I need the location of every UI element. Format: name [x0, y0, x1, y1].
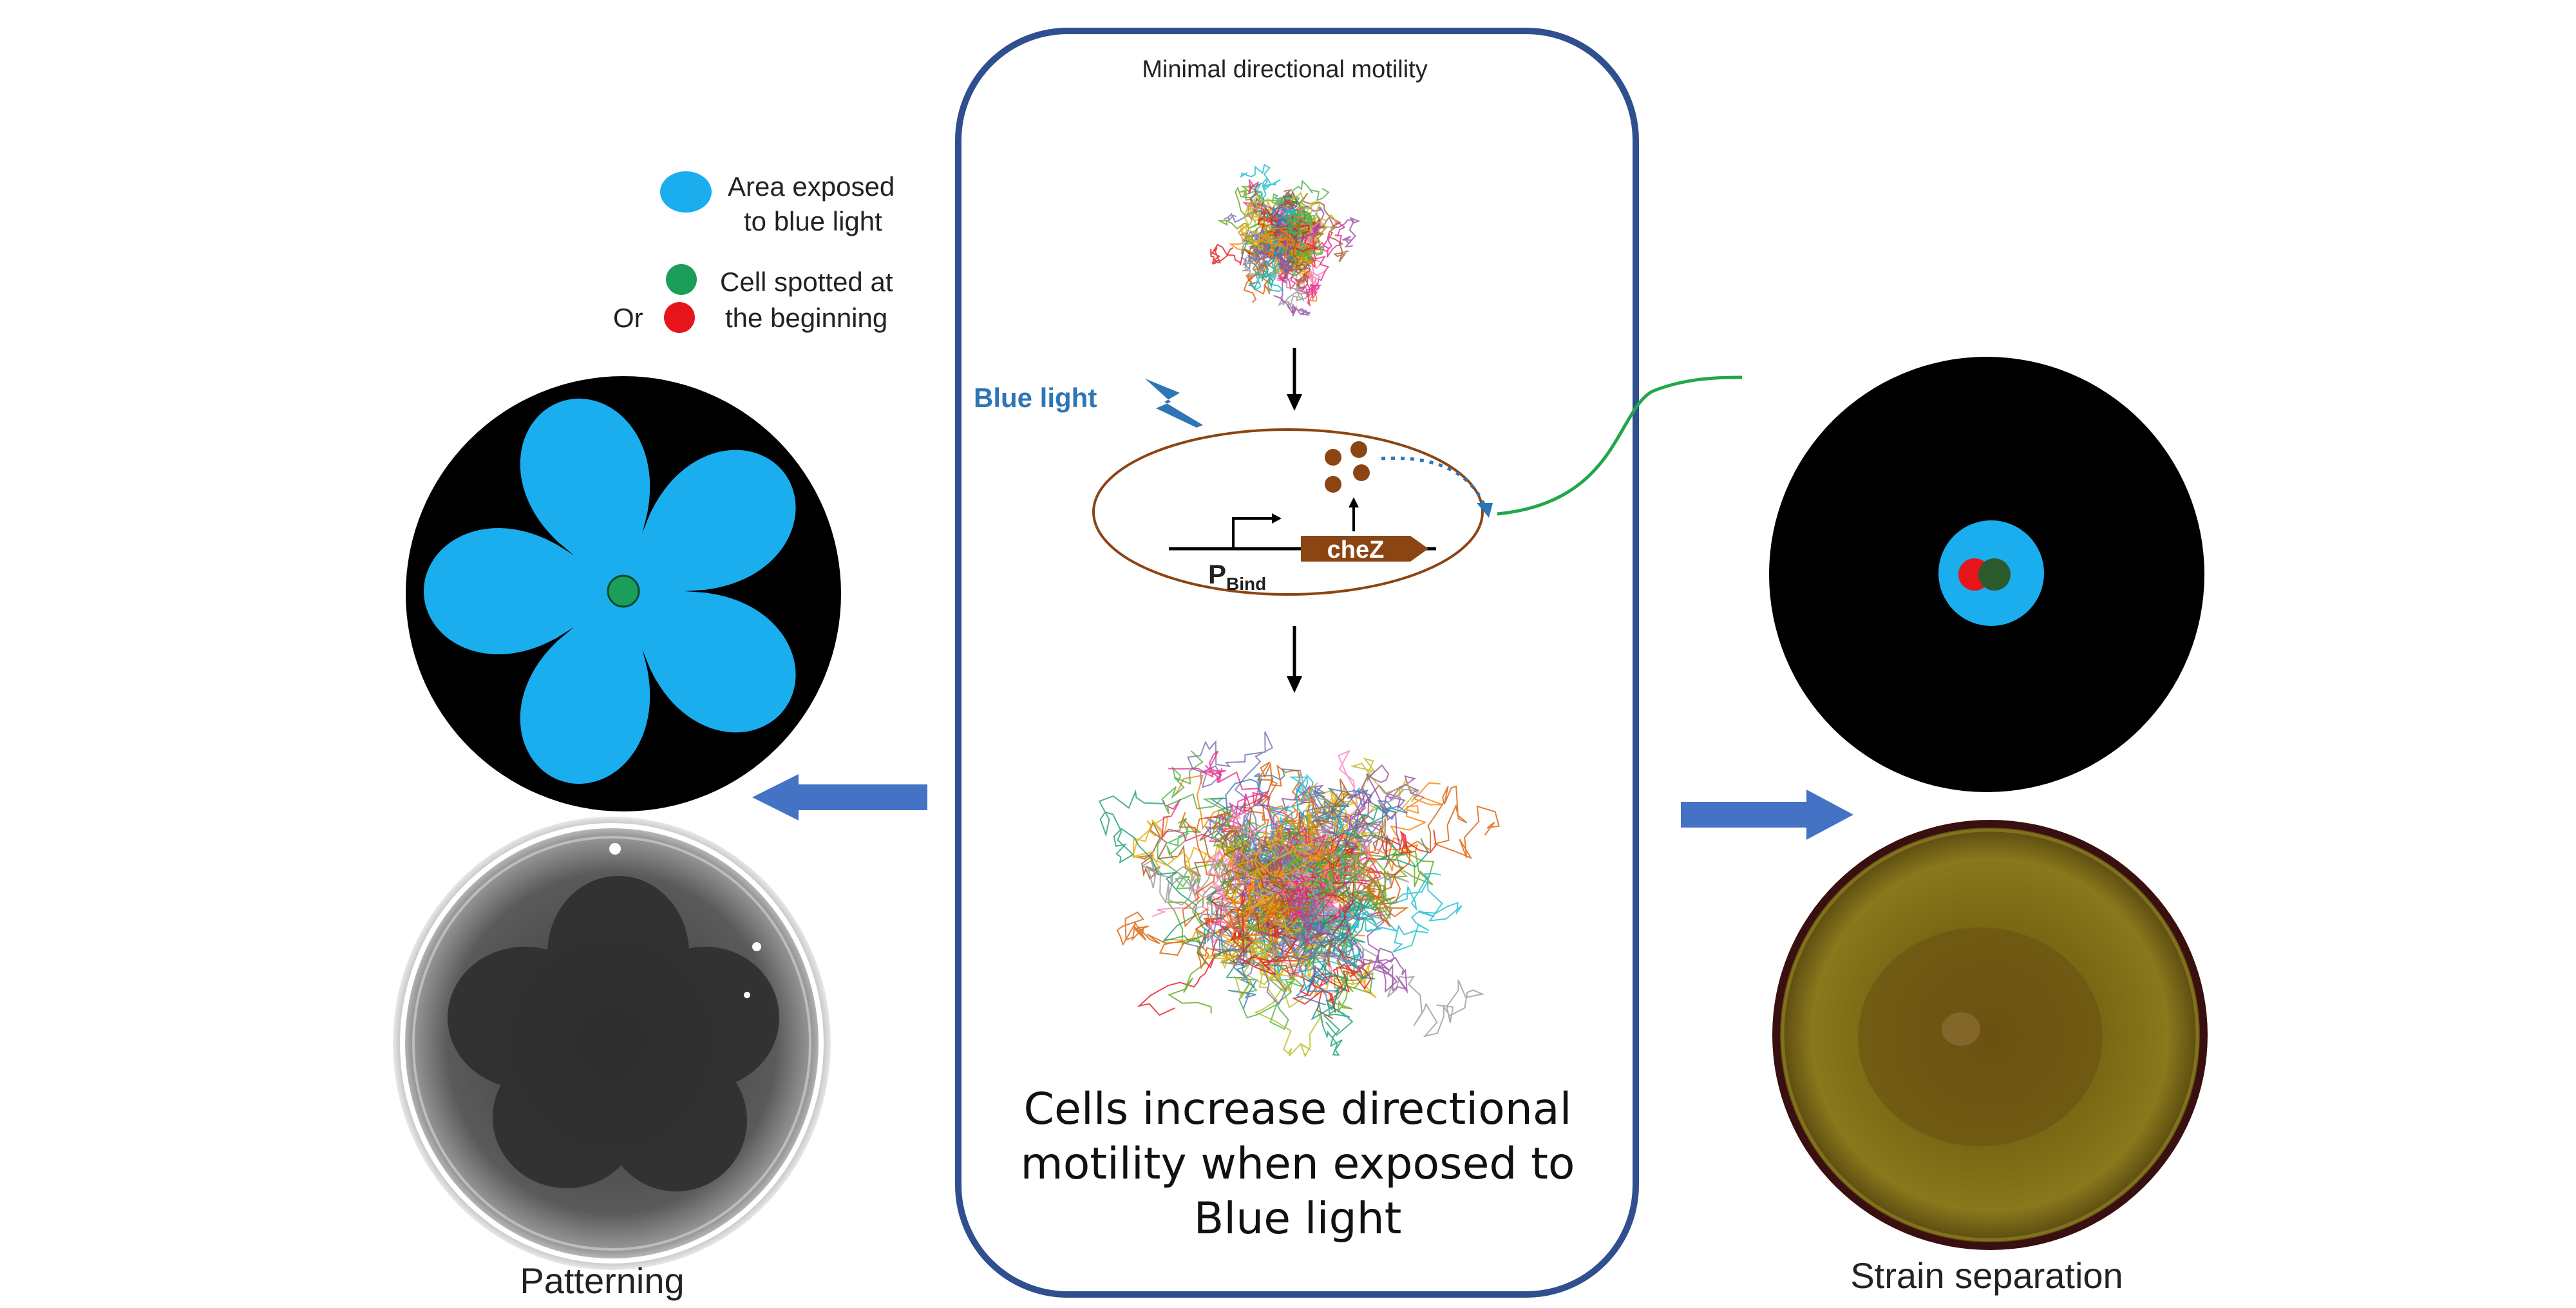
- cell-trajectory: [1271, 206, 1295, 247]
- cell-trajectory: [1098, 789, 1265, 959]
- cell-schematic: cheZ PBind: [1092, 428, 1493, 596]
- center-panel-border: [955, 28, 1639, 1298]
- legend-green-cell-swatch: [666, 264, 697, 295]
- blue-light-label: Blue light: [974, 383, 1097, 413]
- cell-trajectory: [1151, 849, 1255, 944]
- cell-trajectory: [1161, 750, 1308, 857]
- cell-trajectory: [1132, 815, 1274, 896]
- chez-protein: [1353, 464, 1370, 481]
- arrow-to-strain-separation: [1681, 790, 1853, 840]
- cell-trajectory: [1285, 851, 1391, 920]
- patterning-plate-photo: [393, 817, 831, 1270]
- cell-trajectory: [1236, 782, 1321, 909]
- cell-trajectory: [1273, 772, 1420, 869]
- center-caption-line1: Cells increase directional: [1024, 1084, 1572, 1135]
- chez-protein: [1325, 476, 1341, 493]
- cell-trajectory: [1168, 750, 1327, 871]
- center-caption-line3: Blue light: [1194, 1193, 1402, 1244]
- legend-cell-line1: Cell spotted at: [720, 267, 893, 297]
- patterning-label: Patterning: [520, 1260, 684, 1301]
- cell-trajectory: [1231, 908, 1304, 1009]
- patterning-start-cell: [607, 574, 640, 608]
- cell-trajectory: [1247, 241, 1284, 292]
- cell-trajectory: [1271, 786, 1408, 868]
- legend: Area exposed to blue light Or Cell spott…: [613, 171, 895, 333]
- down-arrow-bottom: [1287, 626, 1302, 693]
- cell-trajectory: [1236, 845, 1408, 940]
- arrow-to-patterning: [752, 774, 927, 820]
- cell-trajectory: [1274, 857, 1381, 945]
- cell-trajectory: [1300, 832, 1359, 942]
- strain-separation-label: Strain separation: [1850, 1255, 2123, 1296]
- minimal-motility-trajectories: [1210, 164, 1361, 317]
- cell-trajectory: [1240, 164, 1289, 228]
- promoter-arrow-icon: [1232, 517, 1272, 549]
- cell-trajectory: [1285, 900, 1354, 1056]
- cell-trajectory: [1217, 219, 1281, 256]
- legend-cell-line2: the beginning: [725, 303, 887, 333]
- cell-trajectory: [1186, 731, 1289, 879]
- promoter-label: PBind: [1208, 559, 1266, 594]
- center-panel-title: Minimal directional motility: [1142, 56, 1427, 83]
- cell-trajectory: [1273, 249, 1311, 317]
- cell-trajectory: [1267, 773, 1351, 872]
- separation-green-cell: [1978, 558, 2011, 591]
- down-arrow-top: [1287, 348, 1302, 411]
- cell-trajectory: [1265, 227, 1302, 258]
- legend-blue-area-line1: Area exposed: [728, 171, 895, 202]
- promoter-label-subscript: Bind: [1226, 574, 1266, 594]
- legend-blue-area-swatch: [660, 171, 712, 213]
- chez-protein: [1350, 441, 1367, 458]
- connector-line: [1497, 375, 1743, 516]
- cell-trajectory: [1298, 223, 1330, 308]
- cell-trajectory: [1292, 915, 1372, 1019]
- legend-or-label: Or: [613, 303, 643, 333]
- cell-trajectory: [1327, 911, 1408, 994]
- cell-trajectory: [1166, 858, 1261, 1014]
- chez-gene-label: cheZ: [1327, 536, 1385, 564]
- center-caption-line2: motility when exposed to: [1021, 1139, 1575, 1190]
- cell-trajectory: [1179, 811, 1308, 931]
- increased-motility-trajectories: [1098, 731, 1500, 1058]
- legend-blue-area-line2: to blue light: [744, 206, 882, 236]
- right-panel: Strain separation: [1681, 357, 2208, 1296]
- cell-trajectory: [1247, 864, 1307, 965]
- cell-trajectory: [1282, 207, 1313, 234]
- cell-trajectory: [1229, 891, 1298, 976]
- cell-trajectory: [1210, 243, 1279, 265]
- center-panel: Minimal directional motility Blue light …: [955, 28, 1639, 1298]
- cell-trajectory: [1240, 223, 1283, 252]
- left-panel: Patterning: [393, 376, 927, 1301]
- protein-diffusion-arrow: [1381, 456, 1486, 507]
- cell-trajectory: [1287, 240, 1311, 289]
- cell-membrane: [1092, 428, 1484, 596]
- chez-protein: [1325, 449, 1341, 466]
- cell-trajectory: [1242, 179, 1295, 228]
- chez-gene-block: [1301, 536, 1428, 562]
- lightning-icon: [1145, 379, 1203, 428]
- separation-plate-photo: [1772, 820, 2208, 1250]
- cell-trajectory: [1183, 854, 1294, 968]
- legend-red-cell-swatch: [664, 302, 695, 333]
- cell-trajectory: [1272, 225, 1320, 273]
